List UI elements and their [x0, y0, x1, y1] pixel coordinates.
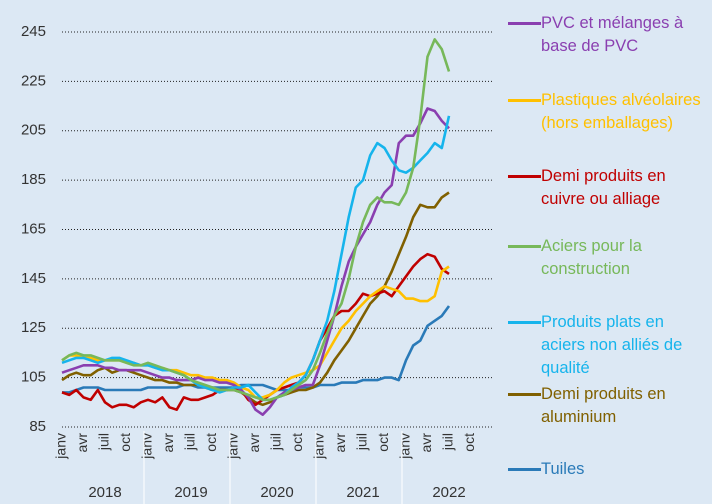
x-tick-label: oct	[203, 433, 219, 452]
series-line	[61, 107, 450, 416]
year-label: 2018	[88, 484, 121, 501]
legend-label: Plastiques alvéolaires (hors emballages)	[541, 91, 701, 132]
series-line	[61, 38, 451, 402]
legend-swatch	[508, 22, 541, 25]
x-tick-label: oct	[289, 433, 305, 452]
x-tick-label: juil	[440, 433, 456, 451]
year-label: 2021	[346, 484, 379, 501]
legend-label: Aciers pour la construction	[541, 237, 642, 278]
x-tick-label: janv	[397, 433, 413, 460]
y-tick-label: 145	[21, 270, 46, 287]
legend-label: Demi produits en aluminium	[541, 385, 666, 426]
legend-swatch	[508, 468, 541, 471]
y-tick-label: 105	[21, 369, 46, 386]
x-tick-label: avr	[418, 433, 434, 453]
y-tick-label: 85	[29, 418, 46, 435]
x-tick-label: avr	[160, 433, 176, 453]
y-tick-label: 185	[21, 171, 46, 188]
series-line	[62, 305, 451, 394]
x-tick-label: janv	[139, 433, 155, 460]
x-tick-label: avr	[246, 433, 262, 453]
series-line	[61, 252, 450, 411]
legend-label: Produits plats en aciers non alliés de q…	[541, 313, 683, 377]
y-tick-label: 165	[21, 220, 46, 237]
legend-label: Tuiles	[541, 460, 585, 478]
x-tick-label: avr	[332, 433, 348, 453]
y-tick-label: 125	[21, 319, 46, 336]
x-tick-label: avr	[74, 433, 90, 453]
x-tick-label: oct	[375, 433, 391, 452]
x-tick-label: oct	[461, 433, 477, 452]
legend-swatch	[508, 393, 541, 396]
x-tick-label: janv	[311, 433, 327, 460]
x-tick-label: oct	[117, 433, 133, 452]
year-label: 2019	[174, 484, 207, 501]
x-tick-label: juil	[354, 433, 370, 451]
x-tick-label: janv	[53, 433, 69, 460]
year-label: 2022	[432, 484, 465, 501]
x-tick-label: juil	[268, 433, 284, 451]
x-tick-label: janv	[225, 433, 241, 460]
legend-swatch	[508, 321, 541, 324]
y-tick-label: 205	[21, 122, 46, 139]
legend-swatch	[508, 99, 541, 102]
y-tick-label: 225	[21, 72, 46, 89]
legend-swatch	[508, 175, 541, 178]
legend-swatch	[508, 245, 541, 248]
x-tick-label: juil	[96, 433, 112, 451]
series-line	[61, 191, 450, 407]
x-tick-label: juil	[182, 433, 198, 451]
year-label: 2020	[260, 484, 293, 501]
legend-label: Demi produits en cuivre ou alliage	[541, 167, 666, 208]
series-line	[61, 115, 451, 402]
y-tick-label: 245	[21, 23, 46, 40]
legend-label: PVC et mélanges à base de PVC	[541, 14, 684, 55]
